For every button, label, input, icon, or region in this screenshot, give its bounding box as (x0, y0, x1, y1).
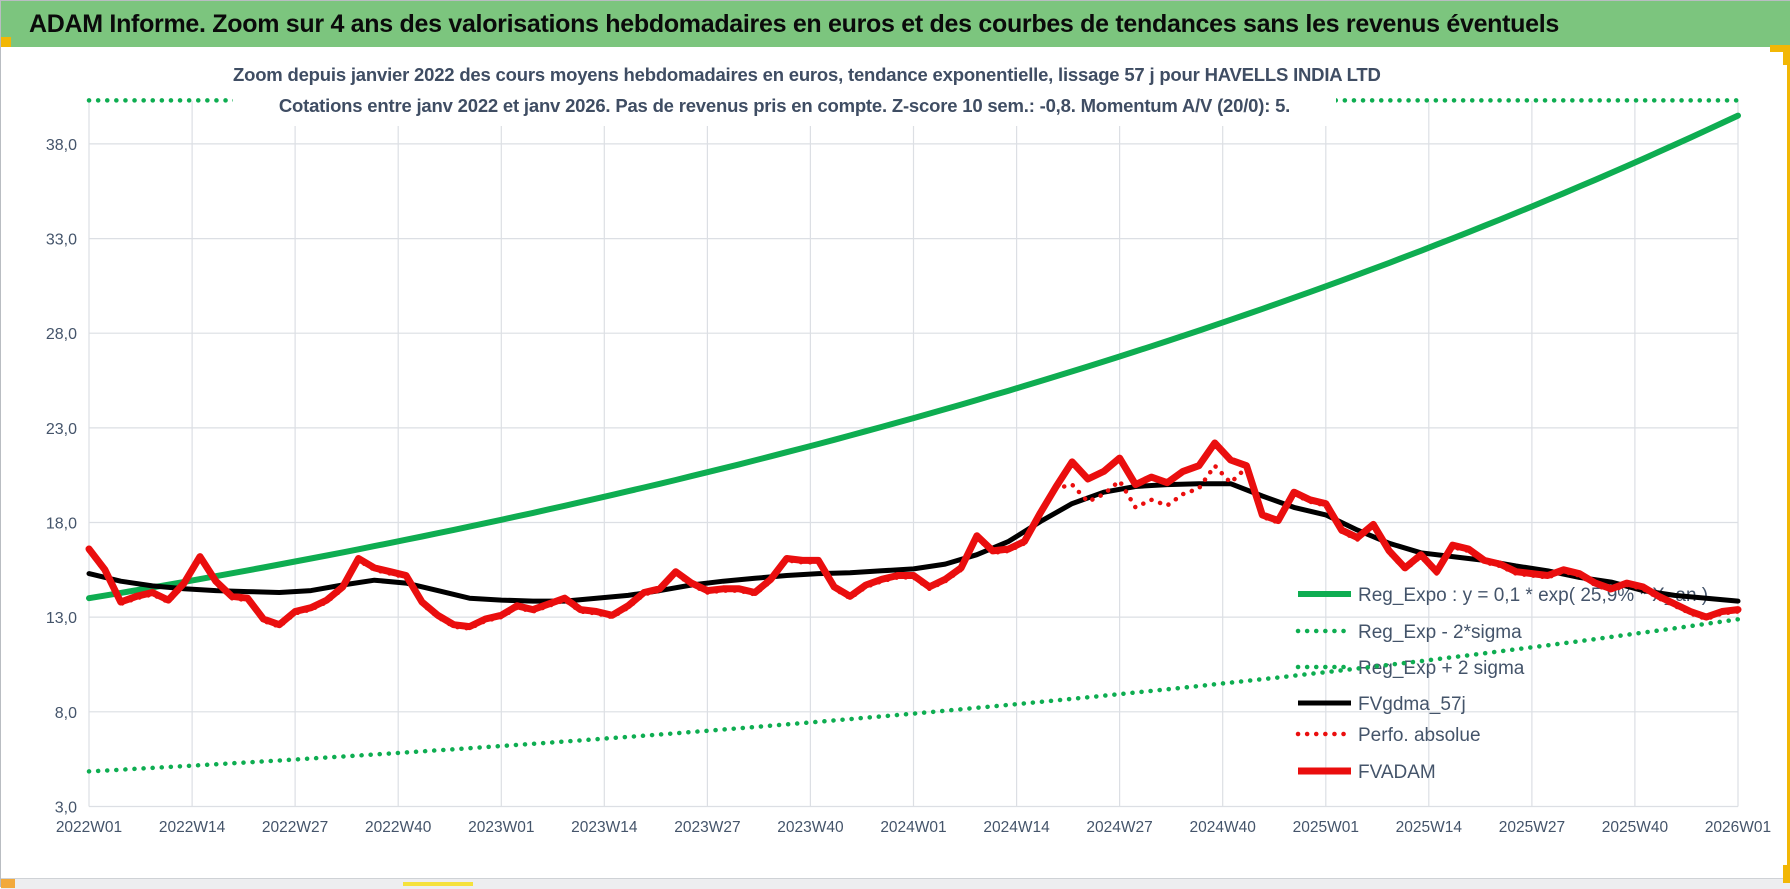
y-axis-tick: 8,0 (55, 705, 77, 722)
x-axis-tick: 2024W14 (983, 819, 1050, 836)
y-axis-tick: 38,0 (46, 137, 77, 154)
bottom-yellow-underline (403, 882, 473, 886)
series-reg-expo (86, 112, 1741, 602)
legend-label: Perfo. absolue (1358, 725, 1481, 746)
chart-subtitle: Cotations entre janv 2022 et janv 2026. … (278, 95, 1291, 117)
y-axis-tick: 3,0 (55, 800, 77, 817)
gridlines (88, 101, 1739, 808)
x-axis-tick: 2023W27 (674, 819, 740, 836)
x-axis-tick: 2025W01 (1293, 819, 1359, 836)
legend-label: Reg_Exp - 2*sigma (1358, 622, 1522, 643)
y-axis-tick: 18,0 (46, 516, 77, 533)
series-fvgdma-57j (86, 481, 1741, 604)
x-axis-tick: 2022W14 (159, 819, 226, 836)
legend-label: Reg_Exp + 2 sigma (1358, 658, 1525, 679)
y-axis-tick: 23,0 (46, 421, 77, 438)
selection-corner-top-right-2 (1783, 45, 1790, 65)
chart-title: Zoom depuis janvier 2022 des cours moyen… (233, 64, 1381, 85)
header-bar: ADAM Informe. Zoom sur 4 ans des valoris… (1, 1, 1790, 47)
y-axis-tick: 13,0 (46, 610, 77, 627)
x-axis-tick: 2025W27 (1499, 819, 1565, 836)
x-axis-tick: 2022W01 (56, 819, 122, 836)
y-axis-tick: 28,0 (46, 326, 77, 343)
legend-label: Reg_Expo : y = 0,1 * exp( 25,9% * X_an ) (1358, 585, 1708, 606)
x-axis-tick: 2026W01 (1705, 819, 1771, 836)
x-axis-tick: 2025W14 (1396, 819, 1463, 836)
axis-tick-labels: 3,0 8,0 13,0 18,0 23,0 28,0 33,0 38,0 2022W01 202… (46, 137, 1771, 836)
bottom-strip (1, 878, 1790, 889)
selection-corner-top-right (1770, 45, 1790, 52)
x-axis-tick: 2024W40 (1190, 819, 1257, 836)
x-axis-tick: 2024W27 (1086, 819, 1152, 836)
chart-title-box: Zoom depuis janvier 2022 des cours moyen… (233, 53, 1381, 126)
selection-corner-bottom-right (1783, 865, 1790, 883)
legend: Reg_Expo : y = 0,1 * exp( 25,9% * X_an )… (1295, 585, 1708, 783)
x-axis-tick: 2022W27 (262, 819, 328, 836)
app-title: ADAM Informe. Zoom sur 4 ans des valoris… (29, 9, 1559, 38)
series-reg-exp-minus-2sigma (86, 617, 1741, 774)
y-axis-tick: 33,0 (46, 232, 77, 249)
legend-label: FVgdma_57j (1358, 694, 1466, 715)
selection-mark-left (1, 37, 11, 47)
x-axis-tick: 2022W40 (365, 819, 432, 836)
series-fvadam (85, 439, 1742, 631)
x-axis-tick: 2023W40 (777, 819, 844, 836)
x-axis-tick: 2023W14 (571, 819, 638, 836)
selection-border-right (1787, 45, 1790, 883)
x-axis-tick: 2023W01 (468, 819, 534, 836)
legend-label: FVADAM (1358, 762, 1436, 783)
bottom-left-mark (1, 879, 15, 888)
x-axis-tick: 2025W40 (1602, 819, 1669, 836)
x-axis-tick: 2024W01 (880, 819, 946, 836)
